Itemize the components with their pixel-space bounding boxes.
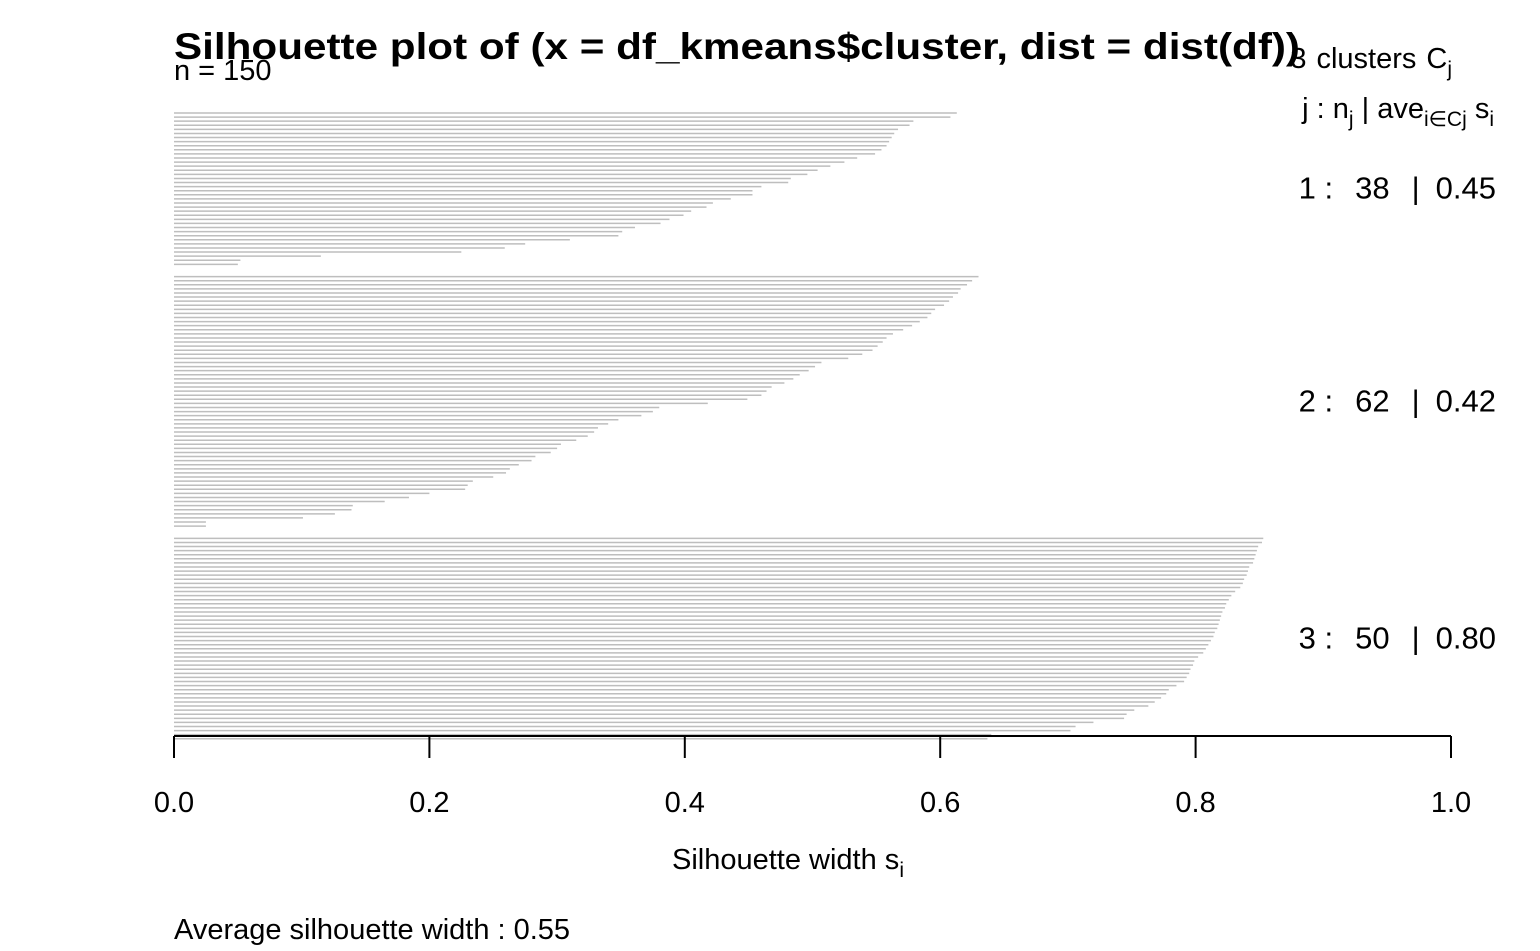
cluster-summary-id: 2 : (1299, 383, 1333, 418)
x-tick-label: 0.0 (154, 787, 194, 819)
j-n-subscript: j (1348, 108, 1354, 131)
bars-group (174, 112, 1264, 740)
j-ave-subscript: i∈Cj (1424, 108, 1467, 131)
cluster-summary-n: 50 (1355, 621, 1389, 656)
cluster-summary-ave: 0.45 (1436, 171, 1496, 206)
cluster-summary-sep: | (1412, 171, 1420, 206)
cluster-summary: 3 : 50 | 0.80 (1299, 621, 1496, 656)
cluster-summary-sep: | (1412, 621, 1420, 656)
cluster-summary-n: 38 (1355, 171, 1389, 206)
cluster-summary: 2 : 62 | 0.42 (1299, 383, 1496, 418)
cluster-summary-sep: | (1412, 383, 1420, 418)
j-s-label: s (1467, 93, 1490, 125)
legend-clusters-header: 3 clusters Cj (1290, 43, 1452, 81)
cluster-summary-id: 3 : (1299, 621, 1333, 656)
j-ave-label: | ave (1354, 93, 1424, 125)
clusters-c-subscript: j (1446, 58, 1452, 81)
cluster-summary-ave: 0.80 (1436, 621, 1496, 656)
x-axis-label: Silhouette width si (672, 844, 904, 882)
clusters-text: clusters (1316, 43, 1416, 75)
x-tick-label: 0.4 (665, 787, 705, 819)
x-tick-label: 0.2 (409, 787, 449, 819)
x-tick-label: 0.6 (920, 787, 960, 819)
n-label: n = 150 (174, 55, 272, 87)
j-s-subscript: i (1489, 108, 1494, 131)
cluster-summary: 1 : 38 | 0.45 (1299, 171, 1496, 206)
x-tick-label: 1.0 (1431, 787, 1471, 819)
average-silhouette-label: Average silhouette width : 0.55 (174, 914, 570, 946)
cluster-summaries: 1 : 38 | 0.45 2 : 62 | 0.42 3 : 50 | 0.80 (1299, 171, 1496, 656)
cluster-summary-id: 1 : (1299, 171, 1333, 206)
j-n-label: j : n (1301, 93, 1349, 125)
cluster-summary-n: 62 (1355, 383, 1389, 418)
chart-title: Silhouette plot of (x = df_kmeans$cluste… (174, 26, 1300, 67)
clusters-c: C (1426, 43, 1447, 75)
x-axis-label-main: Silhouette width s (672, 844, 899, 876)
clusters-count: 3 (1290, 43, 1306, 75)
legend-j-header: j : nj | avei∈Cj si (1301, 93, 1494, 131)
cluster-summary-ave: 0.42 (1436, 383, 1496, 418)
x-axis: 0.0 0.2 0.4 0.6 0.8 1.0 (154, 735, 1471, 819)
x-tick-label: 0.8 (1175, 787, 1215, 819)
x-axis-label-subscript: i (899, 859, 904, 882)
